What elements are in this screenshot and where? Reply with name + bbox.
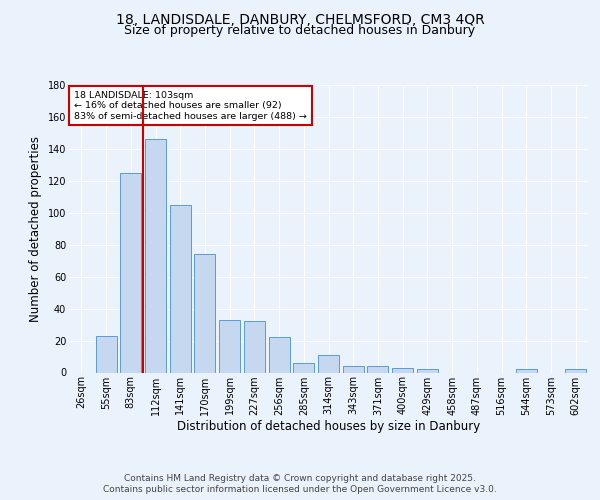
Bar	[95, 336, 116, 372]
Text: Contains HM Land Registry data © Crown copyright and database right 2025.: Contains HM Land Registry data © Crown c…	[124, 474, 476, 483]
Y-axis label: Number of detached properties: Number of detached properties	[29, 136, 42, 322]
Bar	[516, 370, 537, 372]
Text: 18 LANDISDALE: 103sqm
← 16% of detached houses are smaller (92)
83% of semi-deta: 18 LANDISDALE: 103sqm ← 16% of detached …	[74, 91, 307, 120]
Bar	[565, 370, 586, 372]
Bar	[244, 322, 265, 372]
Bar	[417, 370, 438, 372]
Bar	[367, 366, 388, 372]
Text: Size of property relative to detached houses in Danbury: Size of property relative to detached ho…	[124, 24, 476, 37]
Bar	[170, 205, 191, 372]
Bar	[145, 140, 166, 372]
Bar	[343, 366, 364, 372]
Bar	[194, 254, 215, 372]
Bar	[293, 363, 314, 372]
Bar	[318, 355, 339, 372]
Bar	[392, 368, 413, 372]
X-axis label: Distribution of detached houses by size in Danbury: Distribution of detached houses by size …	[177, 420, 480, 434]
Text: 18, LANDISDALE, DANBURY, CHELMSFORD, CM3 4QR: 18, LANDISDALE, DANBURY, CHELMSFORD, CM3…	[116, 12, 484, 26]
Bar	[219, 320, 240, 372]
Bar	[269, 338, 290, 372]
Text: Contains public sector information licensed under the Open Government Licence v3: Contains public sector information licen…	[103, 485, 497, 494]
Bar	[120, 173, 141, 372]
